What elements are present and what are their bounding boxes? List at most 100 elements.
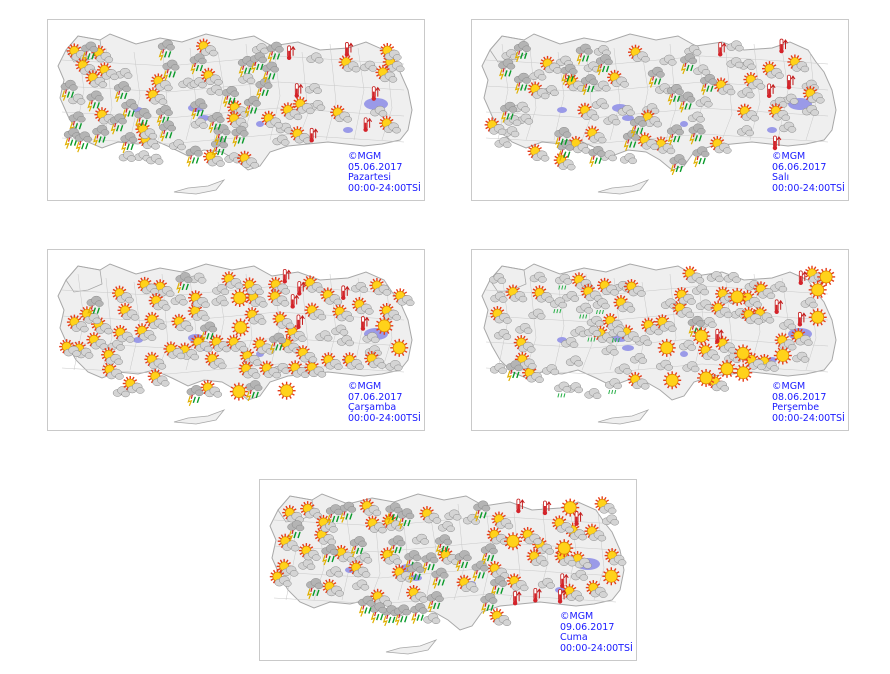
cloud-icon bbox=[206, 84, 224, 96]
partly-sunny-icon bbox=[152, 279, 175, 298]
rain-icon bbox=[592, 298, 610, 315]
forecast-map-0506[interactable]: ©MGM 05.06.2017 Pazartesi 00:00-24:00TSİ bbox=[47, 19, 425, 201]
forecast-map-0706[interactable]: ©MGM 07.06.2017 Çarşamba 00:00-24:00TSİ bbox=[47, 249, 425, 431]
cloud-icon bbox=[504, 115, 522, 127]
storm-icon bbox=[388, 535, 406, 557]
storm-icon bbox=[666, 83, 684, 105]
storm-icon bbox=[669, 154, 687, 176]
partly-sunny-icon bbox=[200, 67, 223, 86]
partly-sunny-icon bbox=[320, 352, 343, 371]
storm-icon bbox=[490, 575, 508, 597]
cloud-icon bbox=[770, 281, 788, 293]
sun-icon bbox=[734, 344, 753, 363]
partly-sunny-icon bbox=[333, 544, 356, 563]
rain-icon bbox=[554, 381, 572, 398]
cloud-icon bbox=[170, 294, 188, 306]
rain-icon bbox=[550, 297, 568, 314]
storm-icon bbox=[680, 53, 698, 75]
storm-icon bbox=[397, 508, 415, 530]
hot-icon bbox=[718, 41, 727, 57]
partly-sunny-icon bbox=[551, 515, 574, 534]
storm-icon bbox=[385, 502, 403, 524]
partly-sunny-icon bbox=[332, 304, 355, 322]
partly-sunny-icon bbox=[150, 73, 173, 92]
storm-icon bbox=[692, 146, 710, 168]
cloud-icon bbox=[537, 577, 555, 589]
partly-sunny-icon bbox=[359, 498, 382, 517]
cloud-icon bbox=[586, 315, 604, 327]
partly-sunny-icon bbox=[577, 102, 600, 121]
partly-sunny-icon bbox=[637, 132, 659, 151]
storm-icon bbox=[369, 602, 387, 624]
cloud-icon bbox=[107, 339, 125, 351]
partly-sunny-icon bbox=[540, 55, 562, 74]
cloud-icon bbox=[444, 509, 462, 521]
partly-sunny-icon bbox=[86, 332, 109, 350]
turkey-map bbox=[269, 493, 627, 655]
storm-icon bbox=[162, 59, 180, 81]
partly-sunny-icon bbox=[623, 279, 646, 297]
partly-sunny-icon bbox=[641, 317, 663, 336]
hot-icon bbox=[542, 500, 552, 516]
storm-icon bbox=[266, 41, 284, 63]
storm-icon bbox=[113, 81, 131, 103]
cloud-icon bbox=[370, 105, 388, 117]
partly-sunny-icon bbox=[298, 543, 321, 561]
cloud-icon bbox=[489, 273, 507, 285]
cloud-icon bbox=[212, 284, 230, 296]
sun-icon bbox=[602, 567, 621, 586]
hot-icon bbox=[797, 311, 807, 327]
partly-sunny-icon bbox=[491, 511, 514, 530]
partly-sunny-icon bbox=[221, 271, 244, 290]
partly-sunny-icon bbox=[513, 335, 536, 353]
storm-icon bbox=[207, 111, 225, 133]
storm-icon bbox=[678, 91, 696, 113]
hot-icon bbox=[512, 590, 522, 606]
partly-sunny-icon bbox=[580, 283, 603, 302]
partly-sunny-icon bbox=[527, 81, 550, 100]
partly-sunny-icon bbox=[768, 103, 791, 122]
partly-sunny-icon bbox=[375, 64, 398, 83]
sun-icon bbox=[231, 318, 250, 337]
storm-icon bbox=[560, 63, 578, 85]
partly-sunny-icon bbox=[338, 54, 361, 73]
cloud-icon bbox=[630, 352, 648, 364]
partly-sunny-icon bbox=[438, 547, 460, 566]
partly-sunny-icon bbox=[674, 287, 696, 305]
hot-icon bbox=[516, 498, 525, 514]
storm-icon bbox=[349, 536, 367, 558]
partly-sunny-icon bbox=[117, 302, 140, 321]
partly-sunny-icon bbox=[351, 296, 374, 315]
partly-sunny-icon bbox=[489, 608, 512, 626]
storm-icon bbox=[158, 120, 176, 142]
partly-sunny-icon bbox=[237, 150, 259, 169]
forecast-map-0806[interactable]: ©MGM 08.06.2017 Perşembe 00:00-24:00TSİ bbox=[471, 249, 849, 431]
day-label: Perşembe bbox=[772, 402, 820, 413]
partly-sunny-icon bbox=[101, 347, 123, 366]
partly-sunny-icon bbox=[145, 87, 168, 105]
storm-icon bbox=[63, 127, 81, 149]
partly-sunny-icon bbox=[381, 513, 404, 532]
storm-icon bbox=[358, 595, 376, 617]
forecast-map-0906[interactable]: ©MGM 09.06.2017 Cuma 00:00-24:00TSİ bbox=[259, 479, 637, 661]
partly-sunny-icon bbox=[553, 152, 576, 171]
partly-sunny-icon bbox=[743, 72, 766, 90]
cloud-icon bbox=[659, 54, 677, 66]
forecast-map-0606[interactable]: ©MGM 06.06.2017 Salı 00:00-24:00TSİ bbox=[471, 19, 849, 201]
sun-icon bbox=[697, 368, 716, 387]
storm-icon bbox=[213, 124, 231, 146]
sun-icon bbox=[773, 346, 792, 365]
partly-sunny-icon bbox=[364, 515, 387, 534]
map-caption: ©MGM 05.06.2017 Pazartesi 00:00-24:00TSİ bbox=[348, 151, 421, 194]
storm-icon bbox=[306, 578, 324, 600]
partly-sunny-icon bbox=[259, 360, 282, 379]
partly-sunny-icon bbox=[315, 514, 338, 533]
partly-sunny-icon bbox=[597, 277, 619, 296]
storm-icon bbox=[86, 90, 104, 112]
storm-icon bbox=[580, 74, 598, 96]
storm-icon bbox=[74, 131, 92, 153]
partly-sunny-icon bbox=[527, 143, 550, 162]
partly-sunny-icon bbox=[226, 334, 248, 353]
partly-sunny-icon bbox=[148, 293, 171, 311]
storm-icon bbox=[410, 602, 428, 624]
